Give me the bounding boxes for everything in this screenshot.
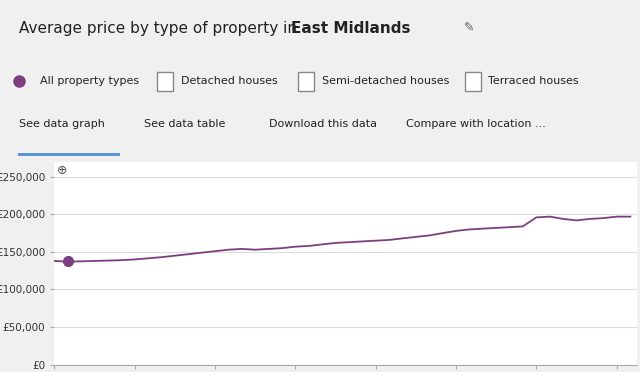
Text: See data graph: See data graph xyxy=(19,119,105,129)
Text: ✎: ✎ xyxy=(464,21,474,34)
Text: East Midlands: East Midlands xyxy=(291,21,411,36)
Text: See data table: See data table xyxy=(144,119,225,129)
Text: Download this data: Download this data xyxy=(269,119,377,129)
Text: Terraced houses: Terraced houses xyxy=(488,76,579,86)
Text: Average price by type of property in: Average price by type of property in xyxy=(19,21,302,36)
Text: Detached houses: Detached houses xyxy=(181,76,278,86)
Text: All property types: All property types xyxy=(40,76,140,86)
FancyBboxPatch shape xyxy=(465,72,481,91)
Text: Semi-detached houses: Semi-detached houses xyxy=(322,76,449,86)
Text: Compare with location ...: Compare with location ... xyxy=(406,119,547,129)
FancyBboxPatch shape xyxy=(298,72,314,91)
Text: ⊕: ⊕ xyxy=(58,164,68,177)
FancyBboxPatch shape xyxy=(157,72,173,91)
